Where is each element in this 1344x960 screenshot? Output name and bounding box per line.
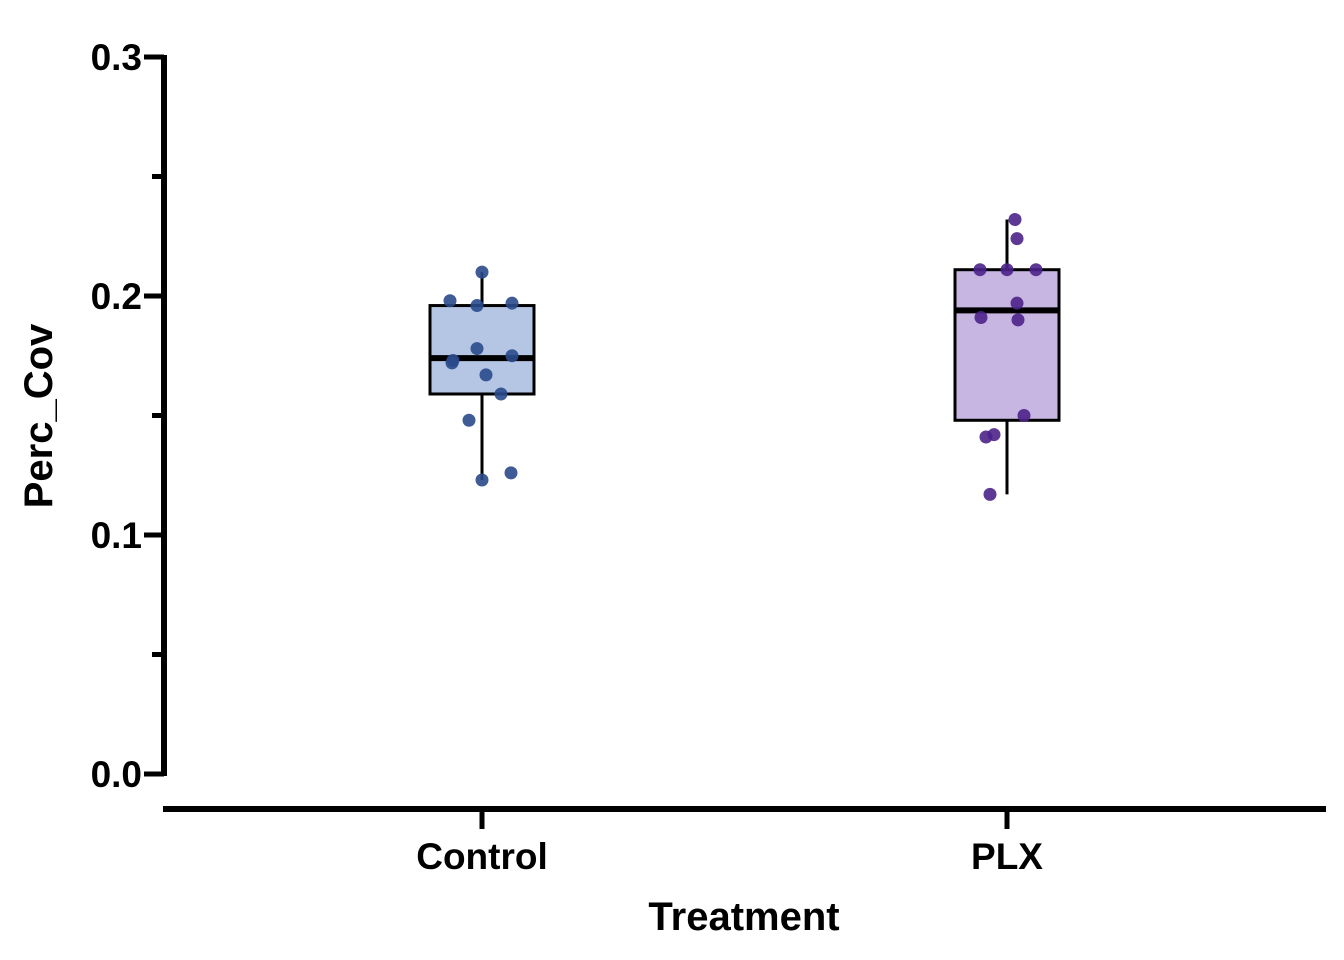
- data-point: [1029, 263, 1043, 277]
- y-tick-label: 0.0: [91, 754, 142, 795]
- y-axis-title: Perc_Cov: [17, 323, 61, 508]
- data-point: [479, 368, 493, 382]
- data-point: [1010, 232, 1024, 246]
- data-point: [504, 466, 518, 480]
- data-point: [1000, 263, 1014, 277]
- data-point: [446, 354, 460, 368]
- x-axis: Control PLX: [163, 806, 1326, 877]
- data-point: [1017, 409, 1031, 422]
- data-point: [470, 342, 484, 356]
- x-axis-title: Treatment: [648, 895, 839, 939]
- data-point: [974, 311, 988, 325]
- plot-area: [428, 213, 1061, 501]
- box-group-control: [428, 265, 536, 487]
- data-point: [1008, 213, 1022, 227]
- data-point: [1010, 296, 1024, 310]
- box: [953, 268, 1061, 422]
- data-point: [505, 349, 519, 363]
- x-tick-label: Control: [416, 836, 548, 877]
- data-point: [475, 265, 489, 279]
- box-group-plx: [953, 213, 1061, 501]
- x-tick-label: PLX: [971, 836, 1043, 877]
- data-point: [475, 473, 489, 487]
- data-point: [443, 294, 457, 308]
- data-point: [1011, 313, 1025, 327]
- data-point: [470, 299, 484, 313]
- data-point: [462, 413, 476, 427]
- y-axis: 0.0 0.1 0.2 0.3: [91, 37, 167, 795]
- y-tick-label: 0.1: [91, 515, 142, 556]
- y-tick-label: 0.3: [91, 37, 142, 78]
- data-point: [505, 296, 519, 310]
- data-point: [979, 430, 993, 444]
- data-point: [983, 487, 997, 501]
- data-point: [973, 263, 987, 277]
- y-tick-label: 0.2: [91, 276, 142, 317]
- data-point: [494, 387, 508, 401]
